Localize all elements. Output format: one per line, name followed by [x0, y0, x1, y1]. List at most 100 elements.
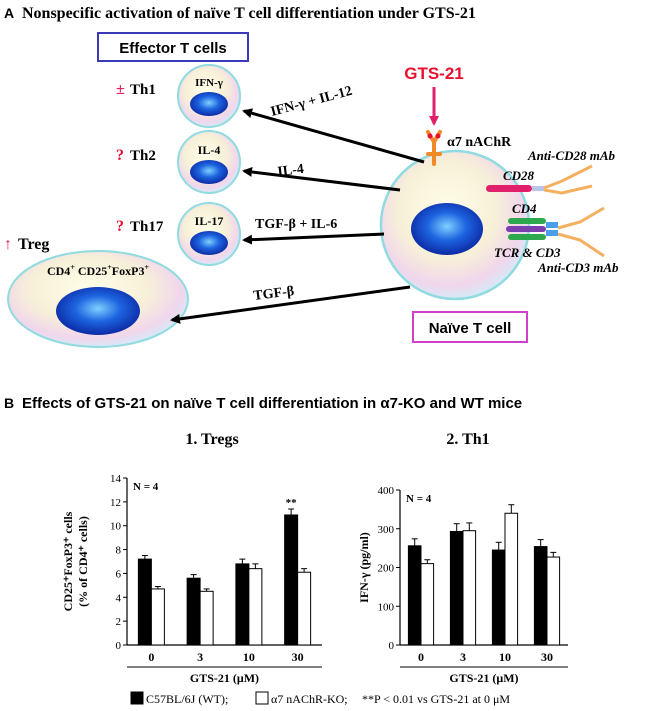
th1-cell-label: IFN-γ [195, 77, 223, 89]
th17-symbol: ? [116, 218, 124, 235]
x-tick-label: 30 [541, 650, 553, 664]
arrow-label-th1: IFN-γ + IL-12 [269, 84, 354, 120]
x-axis-label: GTS-21 (μM) [190, 671, 259, 685]
panel-a-title: Nonspecific activation of naïve T cell d… [22, 5, 476, 22]
tcr-label: TCR & CD3 [494, 245, 561, 260]
bar [533, 546, 548, 646]
legend-swatch-ko [255, 691, 269, 705]
cd4-label: CD4 [512, 201, 537, 216]
significance-mark: ** [286, 497, 298, 509]
th2-cell-label: IL-4 [198, 143, 221, 157]
y-tick-label: 100 [378, 601, 395, 613]
effector-box [97, 32, 249, 62]
cd28-receptor-icon [486, 164, 593, 195]
x-tick-label: 10 [499, 650, 511, 664]
arrow-to-th1 [242, 108, 425, 164]
bar [235, 563, 250, 646]
x-tick-label: 30 [292, 650, 304, 664]
naive-nucleus [411, 203, 483, 255]
bar [420, 563, 435, 646]
bar [284, 514, 299, 646]
treg-symbol: ↑ [4, 236, 12, 253]
y-tick-label: 6 [116, 568, 122, 580]
panel-b-title: Effects of GTS-21 on naïve T cell differ… [22, 395, 522, 412]
legend-label-ko: α7 nAChR-KO; [271, 692, 348, 706]
y-tick-label: 4 [116, 592, 122, 604]
y-axis-label: IFN-γ (pg/ml) [357, 532, 371, 603]
y-tick-label: 10 [110, 521, 122, 533]
y-tick-label: 0 [389, 640, 395, 652]
x-tick-label: 0 [148, 650, 154, 664]
naive-box-label: Naïve T cell [429, 320, 512, 337]
tcr-cd3-receptor-icon [506, 206, 605, 258]
legend-note: **P < 0.01 vs GTS-21 at 0 μM [362, 692, 510, 706]
y-axis-label-2: (% of CD4⁺ cells) [76, 516, 90, 607]
th17-cell-group: ? Th17 IL-17 [116, 202, 241, 266]
bar [199, 590, 214, 646]
x-tick-label: 3 [460, 650, 466, 664]
th17-cell-label: IL-17 [195, 214, 224, 228]
arrow-label-treg: TGF-β [253, 284, 295, 304]
chart-tregs: 1. Tregs N = 4 0 2 4 6 8 10 12 14 CD25⁺FoxP3⁺ cell… [61, 431, 322, 685]
x-axis-label: GTS-21 (μM) [449, 671, 518, 685]
th1-symbol: ± [116, 81, 125, 98]
legend-label-wt: C57BL/6J (WT); [146, 692, 228, 706]
chart-title: 1. Tregs [185, 431, 238, 448]
naive-box [412, 311, 528, 343]
panel-b-letter: B [4, 395, 14, 411]
bar [297, 571, 312, 646]
x-tick-label: 3 [197, 650, 203, 664]
arrow-to-th17 [242, 232, 385, 245]
bar [504, 512, 519, 646]
legend: C57BL/6J (WT); α7 nAChR-KO; **P < 0.01 v… [130, 691, 510, 706]
bar [137, 558, 152, 646]
y-tick-label: 400 [378, 485, 395, 497]
bar [491, 549, 506, 646]
chart-title: 2. Th1 [446, 431, 489, 448]
th2-cell-group: ? Th2 IL-4 [116, 130, 241, 194]
y-tick-label: 0 [116, 640, 122, 652]
y-tick-label: 14 [110, 473, 122, 485]
legend-swatch-wt [130, 691, 144, 705]
panel-a: A Nonspecific activation of naïve T cell… [4, 5, 619, 348]
th1-label: Th1 [130, 82, 156, 98]
anti-cd3-label: Anti-CD3 mAb [537, 260, 619, 275]
th1-nucleus [190, 92, 228, 116]
bar [248, 568, 263, 646]
chart-th1: 2. Th1 N = 4 0 100 200 300 400 IFN-γ (pg/ml) 0 3 1… [357, 431, 568, 685]
anti-cd28-label: Anti-CD28 mAb [527, 148, 616, 163]
arrow-label-th17: TGF-β + IL-6 [255, 217, 337, 232]
th17-label: Th17 [130, 219, 164, 235]
y-tick-label: 200 [378, 563, 395, 575]
treg-nucleus [56, 287, 140, 335]
chart-annotation: N = 4 [406, 493, 432, 505]
bar [150, 588, 165, 646]
arrow-label-th2: IL-4 [277, 162, 305, 180]
treg-label: Treg [18, 236, 49, 253]
bar [449, 530, 464, 646]
y-tick-label: 300 [378, 524, 395, 536]
drug-label: GTS-21 [404, 64, 464, 83]
y-tick-label: 12 [110, 497, 121, 509]
th2-nucleus [190, 160, 228, 184]
x-tick-label: 10 [243, 650, 255, 664]
y-tick-label: 8 [116, 545, 122, 557]
bar [546, 556, 561, 646]
x-tick-label: 0 [418, 650, 424, 664]
alpha7-receptor-icon [426, 130, 442, 166]
treg-group: ↑ Treg CD4+ CD25+FoxP3+ [4, 236, 189, 348]
arrow-to-th2 [242, 167, 401, 192]
th2-label: Th2 [130, 148, 156, 164]
y-tick-label: 2 [116, 616, 122, 628]
receptor-label: α7 nAChR [447, 135, 512, 150]
th2-symbol: ? [116, 147, 124, 164]
effector-box-label: Effector T cells [119, 40, 227, 57]
panel-b: B Effects of GTS-21 on naïve T cell diff… [4, 395, 522, 412]
bar [407, 545, 422, 646]
th1-cell-group: ± Th1 IFN-γ [116, 64, 241, 128]
bar [186, 577, 201, 646]
panel-a-letter: A [4, 5, 14, 21]
chart-annotation: N = 4 [133, 481, 159, 493]
arrow-to-treg [170, 285, 411, 324]
